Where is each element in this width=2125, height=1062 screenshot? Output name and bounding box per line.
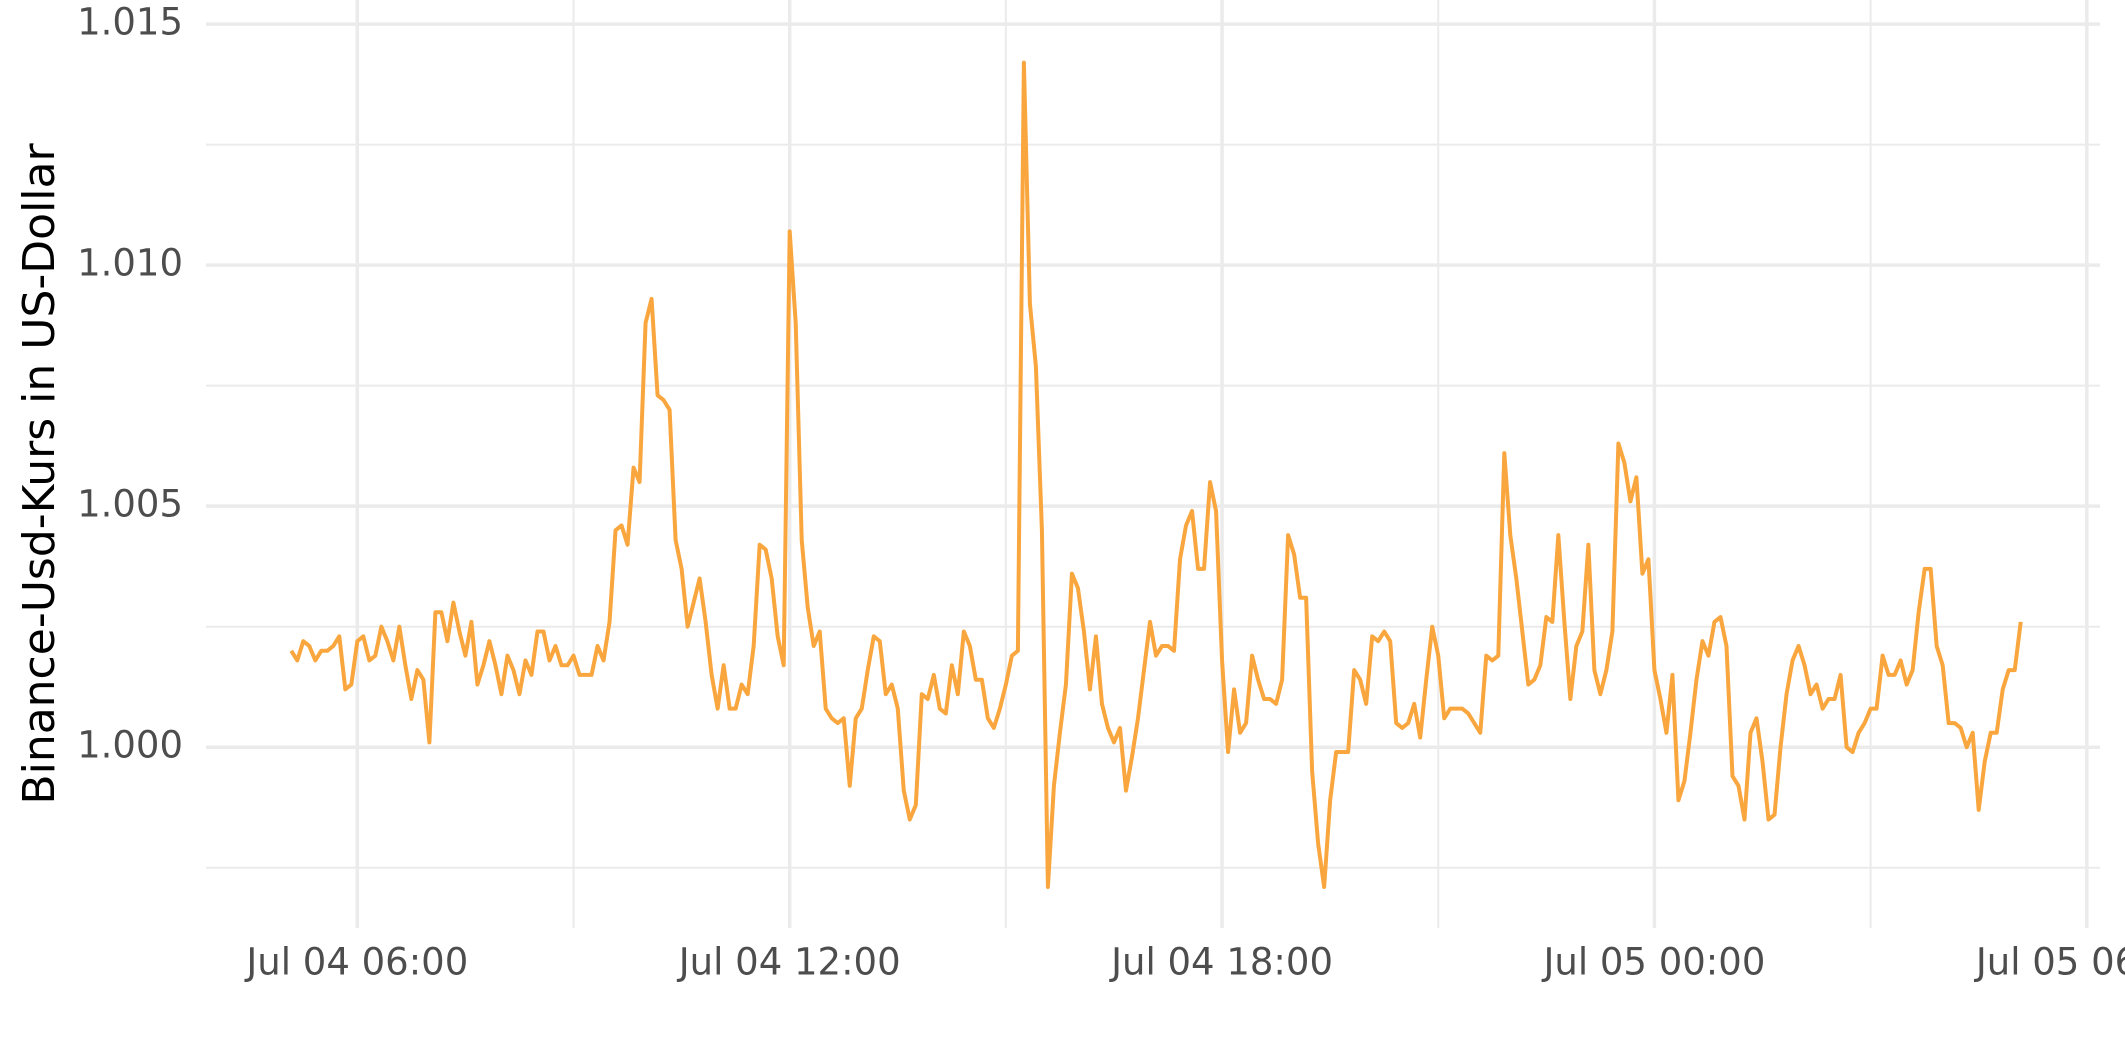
x-tick-label: Jul 04 06:00 xyxy=(244,941,468,984)
price-line xyxy=(289,60,2023,890)
y-tick-label: 1.015 xyxy=(77,1,183,44)
y-tick-label: 1.005 xyxy=(77,483,183,526)
x-tick-label: Jul 05 00:00 xyxy=(1541,941,1765,984)
x-tick-label: Jul 04 12:00 xyxy=(677,941,901,984)
y-tick-label: 1.010 xyxy=(77,242,183,285)
y-axis-title: Binance-Usd-Kurs in US-Dollar xyxy=(14,143,65,805)
x-tick-label: Jul 05 06:00 xyxy=(1974,941,2125,984)
y-tick-label: 1.000 xyxy=(77,724,183,767)
x-tick-label: Jul 04 18:00 xyxy=(1109,941,1333,984)
